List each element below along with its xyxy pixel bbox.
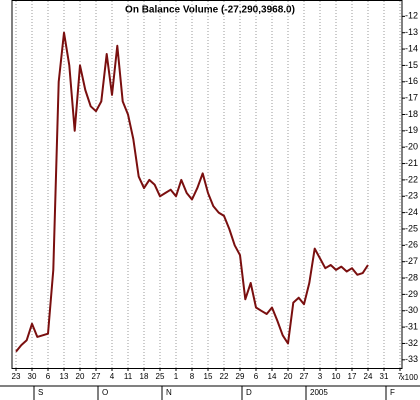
x-tick-label: 20 bbox=[284, 372, 293, 381]
x-tick-label: 24 bbox=[364, 372, 373, 381]
x-tick-label: 29 bbox=[236, 372, 245, 381]
x-tick-label: 4 bbox=[110, 372, 115, 381]
x-tick-label: 6 bbox=[46, 372, 51, 381]
y-tick-label: -28 bbox=[405, 272, 418, 282]
x-tick-label: 23 bbox=[12, 372, 21, 381]
y-tick-label: -29 bbox=[405, 289, 418, 299]
x-tick-label: 27 bbox=[92, 372, 101, 381]
x-tick-label: 11 bbox=[124, 372, 133, 381]
x-tick-label: 15 bbox=[204, 372, 213, 381]
x-tick-label: 17 bbox=[348, 372, 357, 381]
y-tick-label: -30 bbox=[405, 305, 418, 315]
y-tick-label: -14 bbox=[405, 43, 418, 53]
y-tick-label: -24 bbox=[405, 207, 418, 217]
x-tick-label: 27 bbox=[300, 372, 309, 381]
chart-title: On Balance Volume (-27,290,3968.0) bbox=[125, 5, 295, 16]
x-tick-label: 20 bbox=[76, 372, 85, 381]
x-tick-label: 31 bbox=[380, 372, 389, 381]
month-label: S bbox=[38, 388, 43, 397]
month-label: F bbox=[390, 388, 395, 397]
y-tick-label: -31 bbox=[405, 321, 418, 331]
y-tick-label: -27 bbox=[405, 256, 418, 266]
y-tick-label: -15 bbox=[405, 60, 418, 70]
x-tick-label: 1 bbox=[174, 372, 179, 381]
month-label: N bbox=[166, 388, 172, 397]
x-tick-label: 6 bbox=[254, 372, 259, 381]
x-tick-label: 22 bbox=[220, 372, 229, 381]
x-tick-label: 10 bbox=[332, 372, 341, 381]
y-tick-label: -33 bbox=[405, 354, 418, 364]
y-tick-label: -20 bbox=[405, 142, 418, 152]
y-tick-label: -16 bbox=[405, 76, 418, 86]
y-tick-label: -21 bbox=[405, 158, 418, 168]
x-tick-label: 3 bbox=[318, 372, 323, 381]
month-label: 2005 bbox=[310, 388, 328, 397]
month-label: D bbox=[246, 388, 252, 397]
x-tick-label: 7 bbox=[398, 372, 403, 381]
y-tick-label: -32 bbox=[405, 338, 418, 348]
data-line bbox=[15, 31, 369, 353]
y-tick-label: -12 bbox=[405, 11, 418, 21]
month-label: O bbox=[102, 388, 108, 397]
y-tick-label: -18 bbox=[405, 109, 418, 119]
x-tick-label: 30 bbox=[28, 372, 37, 381]
y-tick-label: -17 bbox=[405, 93, 418, 103]
y-tick-label: -25 bbox=[405, 223, 418, 233]
x-tick-label: 13 bbox=[60, 372, 69, 381]
y-tick-label: -22 bbox=[405, 174, 418, 184]
x-tick-label: 8 bbox=[190, 372, 195, 381]
y-unit-label: x100 bbox=[401, 373, 419, 382]
y-tick-label: -26 bbox=[405, 240, 418, 250]
y-tick-label: -13 bbox=[405, 27, 418, 37]
plot-frame bbox=[11, 0, 403, 369]
x-tick-label: 14 bbox=[268, 372, 277, 381]
x-tick-label: 18 bbox=[140, 372, 149, 381]
y-tick-label: -19 bbox=[405, 125, 418, 135]
x-tick-label: 25 bbox=[156, 372, 165, 381]
y-tick-label: -23 bbox=[405, 191, 418, 201]
